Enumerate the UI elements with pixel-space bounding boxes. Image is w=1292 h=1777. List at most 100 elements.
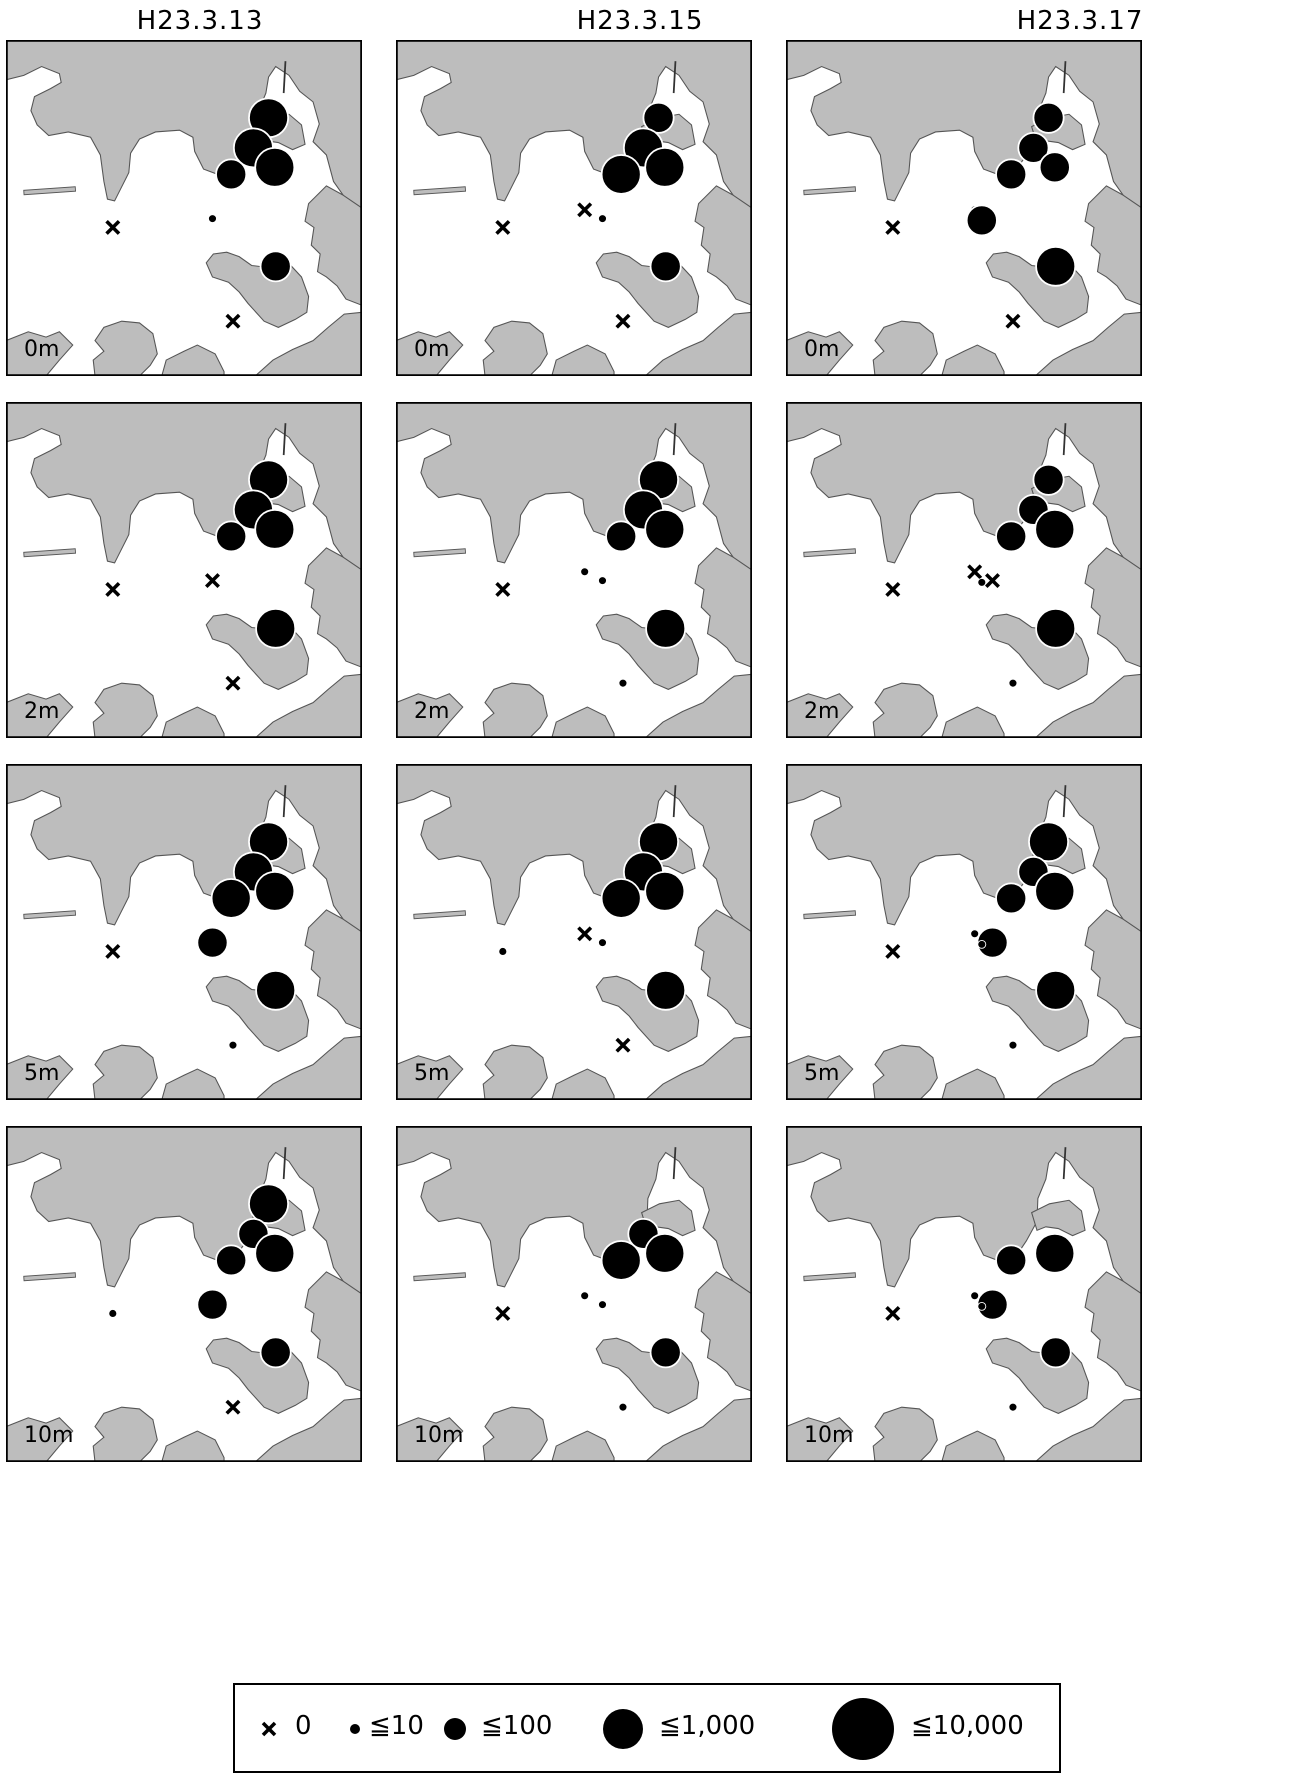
map-svg (6, 40, 362, 376)
marker-le10 (619, 679, 627, 687)
legend-symbol-le100 (444, 1718, 466, 1740)
marker-le1000 (261, 251, 291, 281)
marker-le1000 (216, 159, 246, 189)
marker-le10 (1009, 1403, 1017, 1411)
marker-le10000 (256, 971, 295, 1010)
marker-le10 (208, 215, 216, 223)
legend-label-le1000: ≦1,000 (659, 1711, 755, 1741)
map-svg (786, 1126, 1142, 1462)
marker-le10 (581, 1292, 589, 1300)
map-svg (786, 764, 1142, 1100)
marker-le1000 (1033, 103, 1063, 133)
map-panel: 0m (6, 40, 362, 376)
depth-label: 10m (804, 1423, 853, 1448)
marker-le10 (598, 939, 606, 947)
marker-le10000 (1035, 1234, 1074, 1273)
marker-le10 (978, 1302, 986, 1310)
marker-le10 (619, 1403, 627, 1411)
map-svg (6, 764, 362, 1100)
land-area (93, 1407, 157, 1462)
land-area (873, 1407, 937, 1462)
marker-le1000 (651, 251, 681, 281)
land-area (93, 1045, 157, 1100)
marker-le10000 (602, 1241, 641, 1280)
map-panel: 10m (6, 1126, 362, 1462)
marker-le10 (109, 1309, 117, 1317)
marker-le10 (978, 578, 986, 586)
depth-label: 10m (414, 1423, 463, 1448)
marker-le10000 (645, 148, 684, 187)
land-area (93, 321, 157, 376)
legend-symbol-le10 (350, 1724, 360, 1734)
marker-le1000 (606, 521, 636, 551)
land-area (483, 1045, 547, 1100)
depth-label: 2m (24, 699, 59, 724)
map-panel: 5m (396, 764, 752, 1100)
depth-label: 5m (804, 1061, 839, 1086)
marker-le1000 (261, 1337, 291, 1367)
depth-label: 0m (414, 337, 449, 362)
column-title-1: H23.3.13 (0, 6, 400, 36)
legend-label-le10: ≦10 (369, 1711, 424, 1741)
land-area (873, 683, 937, 738)
map-svg (396, 402, 752, 738)
marker-le10 (1009, 679, 1017, 687)
marker-le10000 (645, 510, 684, 549)
marker-le10 (229, 1041, 237, 1049)
marker-le10000 (1035, 510, 1074, 549)
legend: 0 ≦10 ≦100 ≦1,000 ≦10,000 (233, 1683, 1061, 1773)
map-panel: 0m (786, 40, 1142, 376)
marker-le1000 (996, 883, 1026, 913)
map-panel: 2m (6, 402, 362, 738)
depth-label: 0m (24, 337, 59, 362)
land-area (873, 321, 937, 376)
legend-label-le10000: ≦10,000 (911, 1711, 1024, 1741)
marker-le1000 (996, 159, 1026, 189)
marker-le10 (1009, 1041, 1017, 1049)
marker-le10 (499, 947, 507, 955)
depth-label: 0m (804, 337, 839, 362)
marker-le10000 (255, 148, 294, 187)
map-panel: 5m (786, 764, 1142, 1100)
land-area (873, 1045, 937, 1100)
map-svg (6, 1126, 362, 1462)
map-panel: 5m (6, 764, 362, 1100)
map-panel: 10m (786, 1126, 1142, 1462)
marker-le10000 (249, 1184, 288, 1223)
marker-le10000 (255, 510, 294, 549)
map-svg (396, 764, 752, 1100)
map-svg (396, 40, 752, 376)
marker-le10000 (602, 155, 641, 194)
marker-le1000 (216, 521, 246, 551)
marker-le10000 (646, 971, 685, 1010)
marker-le1000 (197, 928, 227, 958)
marker-le10 (581, 568, 589, 576)
depth-label: 10m (24, 1423, 73, 1448)
marker-le10 (598, 215, 606, 223)
depth-label: 5m (24, 1061, 59, 1086)
marker-le10 (598, 1301, 606, 1309)
marker-le10000 (1036, 971, 1075, 1010)
land-area (483, 321, 547, 376)
marker-le1000 (651, 1337, 681, 1367)
marker-le10 (598, 577, 606, 585)
marker-le1000 (216, 1245, 246, 1275)
depth-label: 2m (414, 699, 449, 724)
map-svg (6, 402, 362, 738)
marker-le1000 (197, 1290, 227, 1320)
marker-le10000 (1036, 609, 1075, 648)
depth-label: 5m (414, 1061, 449, 1086)
marker-le10000 (1035, 872, 1074, 911)
marker-le1000 (1041, 1337, 1071, 1367)
marker-le10 (971, 1292, 979, 1300)
land-area (483, 1407, 547, 1462)
marker-le1000 (996, 1245, 1026, 1275)
marker-le10000 (1036, 247, 1075, 286)
map-panel: 0m (396, 40, 752, 376)
map-panel: 10m (396, 1126, 752, 1462)
map-panel: 2m (396, 402, 752, 738)
land-area (483, 683, 547, 738)
legend-symbol-zero (263, 1723, 275, 1735)
marker-le10 (978, 940, 986, 948)
marker-le10000 (645, 872, 684, 911)
